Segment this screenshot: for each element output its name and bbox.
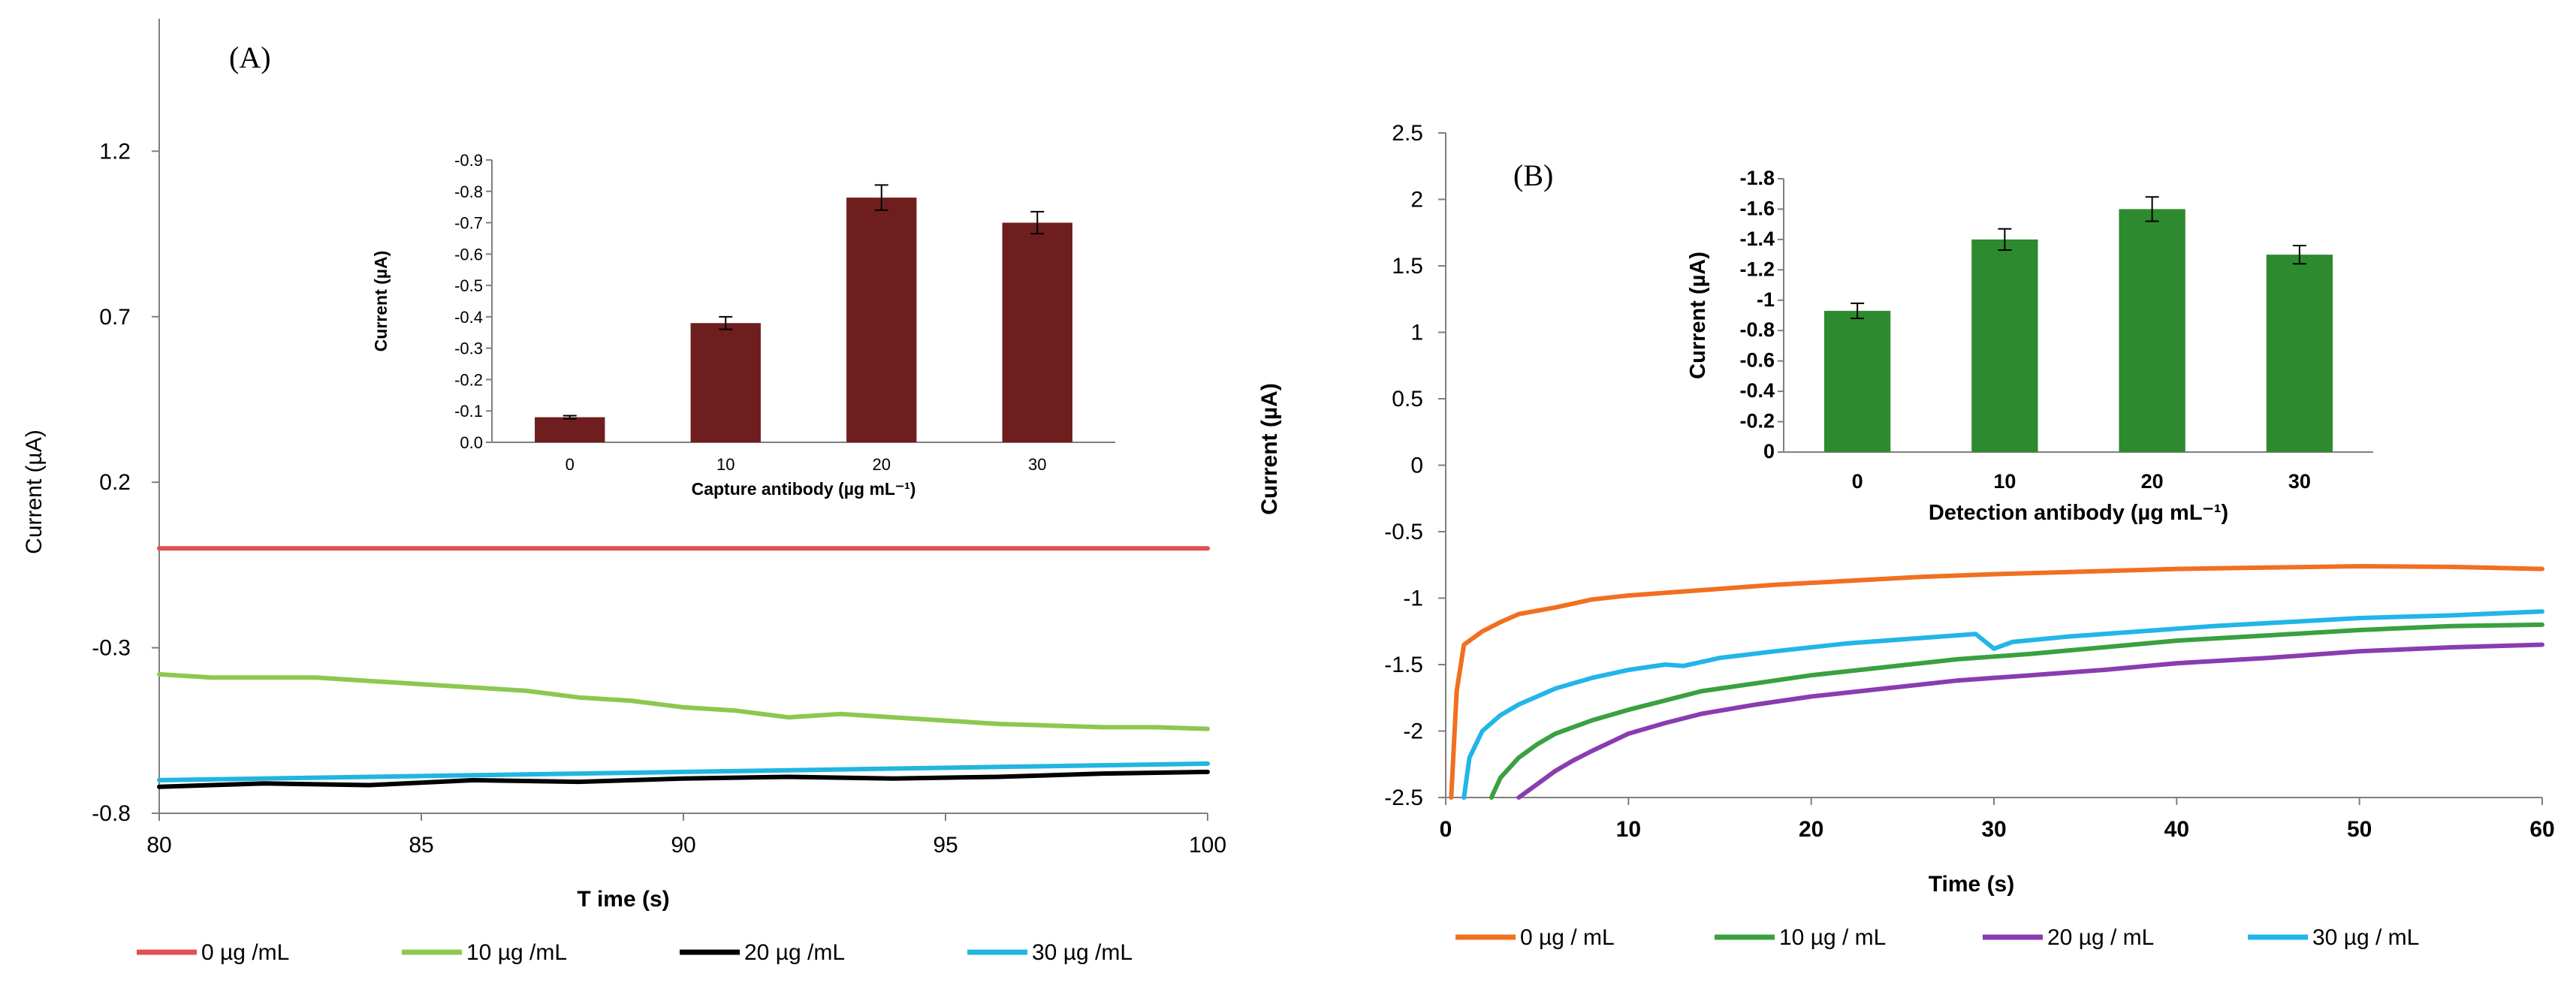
x-tick-label: 80 xyxy=(146,833,171,858)
inset-bar-2 xyxy=(690,323,761,442)
series-line-4 xyxy=(1461,609,2544,800)
x-tick-label: 0 xyxy=(1440,817,1452,842)
legend-label-2: 10 µg /mL xyxy=(466,940,567,965)
inset-y-tick-label: -0.4 xyxy=(1739,379,1775,402)
y-tick-label: -0.8 xyxy=(92,801,131,826)
x-tick-label: 90 xyxy=(671,833,695,858)
inset-y-tick-label: -1.6 xyxy=(1739,197,1775,219)
y-tick-label: 1 xyxy=(1410,321,1423,345)
panel-b-legend: 0 µg / mL 10 µg / mL 20 µg / mL 30 µg / mL xyxy=(1455,925,2419,950)
legend-label-3: 20 µg /mL xyxy=(744,940,845,965)
legend-label-1: 0 µg / mL xyxy=(1520,925,1615,950)
inset-y-axis-title: Current (µA) xyxy=(1686,252,1710,379)
inset-bar-1 xyxy=(535,417,605,442)
inset-category-label: 20 xyxy=(2141,470,2164,493)
y-tick-label: 1.5 xyxy=(1392,254,1423,279)
legend-label-1: 0 µg /mL xyxy=(201,940,289,965)
y-tick-label: 2 xyxy=(1410,188,1423,213)
series-line-2 xyxy=(157,671,1210,731)
panel-b-y-axis-title: Current (µA) xyxy=(1257,383,1282,515)
y-tick-label: -2.5 xyxy=(1384,785,1423,810)
inset-y-tick-label: -1.8 xyxy=(1739,167,1775,189)
inset-y-tick-label: -0.5 xyxy=(454,276,483,295)
series-line-4 xyxy=(157,761,1210,782)
inset-category-label: 0 xyxy=(566,455,575,474)
inset-category-label: 30 xyxy=(1028,455,1046,474)
panel-b-x-axis-title: Time (s) xyxy=(1929,872,2014,897)
panel-a-legend: 0 µg /mL 10 µg /mL 20 µg /mL 30 µg /mL xyxy=(137,940,1133,965)
x-tick-label: 85 xyxy=(409,833,433,858)
panel-b-label: (B) xyxy=(1513,158,1553,192)
inset-bar-4 xyxy=(1002,222,1072,442)
legend-label-2: 10 µg / mL xyxy=(1779,925,1886,950)
inset-y-tick-label: -0.9 xyxy=(454,151,483,170)
inset-y-tick-label: -0.2 xyxy=(1739,410,1775,433)
inset-y-tick-label: -0.6 xyxy=(454,245,483,264)
inset-category-label: 20 xyxy=(873,455,891,474)
y-tick-label: 0.2 xyxy=(99,470,131,495)
inset-x-axis-title: Capture antibody (µg mL⁻¹) xyxy=(692,479,916,499)
inset-y-tick-label: -0.3 xyxy=(454,339,483,358)
legend-label-3: 20 µg / mL xyxy=(2047,925,2154,950)
y-tick-label: 1.2 xyxy=(99,139,131,164)
x-tick-label: 30 xyxy=(1981,817,2006,842)
y-tick-label: 0.5 xyxy=(1392,387,1423,412)
y-tick-label: -0.3 xyxy=(92,636,131,661)
inset-y-tick-label: -0.6 xyxy=(1739,349,1775,372)
inset-y-tick-label: 0.0 xyxy=(460,433,483,452)
series-line-2 xyxy=(1489,622,2544,800)
y-tick-label: 0.7 xyxy=(99,305,131,330)
inset-y-tick-label: -1 xyxy=(1757,288,1775,311)
y-tick-label: -1 xyxy=(1403,586,1423,611)
y-tick-label: -2 xyxy=(1403,719,1423,744)
inset-y-tick-label: 0 xyxy=(1763,440,1775,463)
panel-a-x-axis-title: T ime (s) xyxy=(577,887,669,912)
legend-label-4: 30 µg /mL xyxy=(1032,940,1133,965)
inset-category-label: 0 xyxy=(1852,470,1863,493)
x-tick-label: 10 xyxy=(1616,817,1641,842)
panel-a-y-axis-title: Current (µA) xyxy=(22,430,47,554)
inset-category-label: 10 xyxy=(716,455,734,474)
inset-category-label: 10 xyxy=(1993,470,2016,493)
y-tick-label: -1.5 xyxy=(1384,653,1423,677)
inset-y-tick-label: -1.2 xyxy=(1739,258,1775,280)
x-tick-label: 40 xyxy=(2164,817,2189,842)
inset-y-axis-title: Current (µA) xyxy=(371,251,391,352)
panel-a: (A) 1.20.70.2-0.3-0.880 85 90 95 100 -0.9-0.… xyxy=(22,19,1226,965)
y-tick-label: 2.5 xyxy=(1392,121,1423,146)
y-tick-label: -0.5 xyxy=(1384,520,1423,544)
x-tick-label: 20 xyxy=(1799,817,1823,842)
inset-bar-3 xyxy=(2119,209,2185,452)
inset-y-tick-label: -0.1 xyxy=(454,402,483,421)
x-tick-label: 50 xyxy=(2347,817,2372,842)
inset-bar-3 xyxy=(846,197,917,442)
panel-a-label: (A) xyxy=(229,41,271,74)
inset-y-tick-label: -0.8 xyxy=(1739,318,1775,341)
inset-bar-2 xyxy=(1971,239,2038,452)
panel-b: (B) 2.5 2 1.5 1 0.5 0 -0.5 -1 -1.5 -2 -2.5 0 10 20 30 4… xyxy=(1257,121,2555,950)
y-tick-label: 0 xyxy=(1410,454,1423,478)
series-line-3 xyxy=(157,769,1210,789)
x-tick-label: 95 xyxy=(933,833,958,858)
inset-y-tick-label: -0.2 xyxy=(454,370,483,389)
inset-bar-4 xyxy=(2266,255,2333,452)
x-tick-label: 100 xyxy=(1189,833,1226,858)
inset-y-tick-label: -0.8 xyxy=(454,182,483,201)
inset-x-axis-title: Detection antibody (µg mL⁻¹) xyxy=(1929,501,2228,525)
inset-y-tick-label: -0.4 xyxy=(454,308,483,327)
inset-bar-1 xyxy=(1823,310,1891,452)
inset-y-tick-label: -1.4 xyxy=(1739,228,1775,250)
series-line-3 xyxy=(1516,642,2544,800)
inset-category-label: 30 xyxy=(2288,470,2311,493)
legend-label-4: 30 µg / mL xyxy=(2312,925,2419,950)
inset-y-tick-label: -0.7 xyxy=(454,214,483,233)
series-line-1 xyxy=(1449,564,2544,800)
x-tick-label: 60 xyxy=(2529,817,2554,842)
